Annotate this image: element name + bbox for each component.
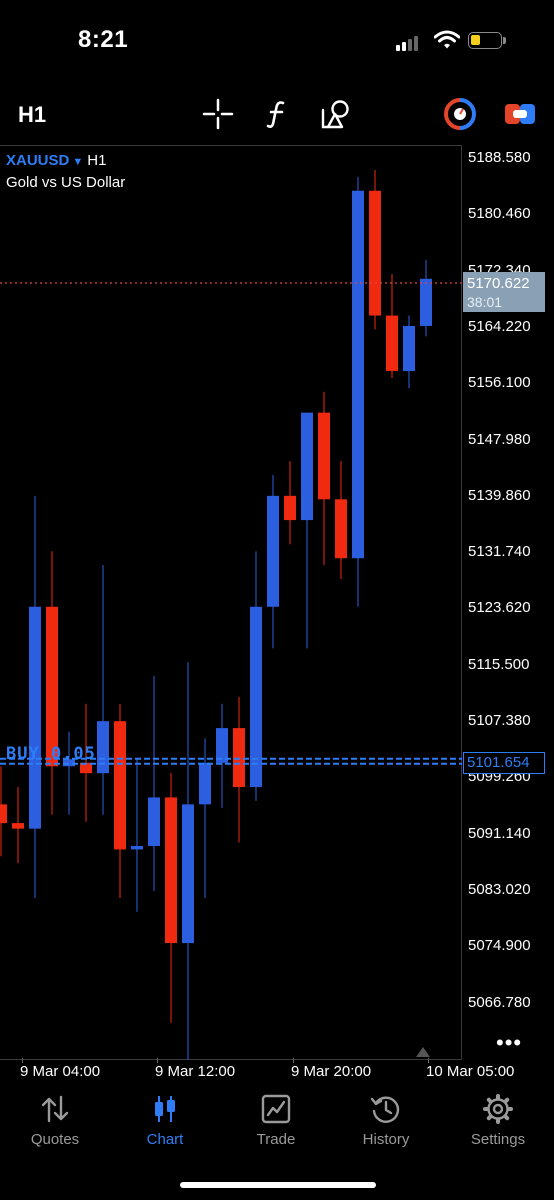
chart-icon bbox=[155, 1096, 175, 1122]
battery-icon bbox=[468, 32, 502, 49]
bull-candle bbox=[403, 325, 415, 372]
trade-toggle-icon[interactable] bbox=[504, 98, 536, 130]
bear-candle bbox=[165, 797, 177, 944]
bull-candle bbox=[301, 412, 313, 521]
quotes-icon bbox=[41, 1095, 69, 1123]
bear-candle bbox=[12, 823, 24, 829]
chart-area[interactable] bbox=[0, 145, 462, 1060]
objects-icon[interactable] bbox=[320, 98, 352, 130]
price-axis-label: 5147.980 bbox=[468, 430, 531, 448]
status-bar: 8:21 bbox=[0, 0, 554, 80]
timeframe-button[interactable]: H1 bbox=[18, 102, 47, 127]
tab-settings[interactable]: Settings bbox=[443, 1093, 553, 1148]
bear-candle bbox=[80, 762, 92, 774]
price-axis-label: 5139.860 bbox=[468, 486, 531, 504]
function-icon[interactable] bbox=[262, 98, 294, 130]
tab-label-settings: Settings bbox=[470, 1131, 526, 1148]
home-indicator bbox=[180, 1182, 376, 1188]
tab-label-quotes: Quotes bbox=[30, 1131, 80, 1148]
bear-candle bbox=[46, 606, 58, 767]
price-axis-label: 5156.100 bbox=[468, 374, 531, 392]
time-axis-label: 10 Mar 05:00 bbox=[426, 1063, 515, 1080]
bull-candle bbox=[131, 845, 143, 850]
bull-candle bbox=[199, 762, 211, 805]
tab-label-history: History bbox=[362, 1131, 410, 1148]
time-axis-label: 9 Mar 20:00 bbox=[291, 1063, 372, 1080]
price-axis-label: 5123.620 bbox=[468, 599, 531, 617]
time-axis-label: 9 Mar 04:00 bbox=[20, 1063, 101, 1080]
position-price-box: 5101.654 bbox=[463, 752, 545, 774]
symbol-description: Gold vs US Dollar bbox=[6, 174, 126, 191]
bear-candle bbox=[335, 499, 347, 559]
price-axis-label: 5131.740 bbox=[468, 543, 531, 561]
crosshair-icon[interactable] bbox=[202, 98, 234, 130]
bull-candle bbox=[148, 797, 160, 846]
tab-quotes[interactable]: Quotes bbox=[0, 1093, 110, 1148]
symbol-header: XAUUSD ▼ H1 bbox=[6, 152, 106, 169]
trade-icon bbox=[261, 1094, 291, 1124]
price-axis-label: 5164.220 bbox=[468, 317, 531, 335]
tab-history[interactable]: History bbox=[331, 1093, 441, 1148]
price-axis-label: 5180.460 bbox=[468, 205, 531, 223]
bear-candle bbox=[114, 721, 126, 850]
tab-trade[interactable]: Trade bbox=[221, 1093, 331, 1148]
price-axis-label: 5115.500 bbox=[468, 655, 530, 673]
symbol-dropdown-icon[interactable]: ▼ bbox=[72, 156, 84, 168]
bear-candle bbox=[369, 190, 381, 316]
history-icon bbox=[370, 1096, 400, 1123]
bear-candle bbox=[386, 315, 398, 372]
accounts-icon[interactable] bbox=[444, 98, 476, 130]
chart-shift-marker bbox=[416, 1047, 430, 1057]
bull-candle bbox=[250, 606, 262, 788]
bull-candle bbox=[420, 278, 432, 326]
time-axis-label: 9 Mar 12:00 bbox=[155, 1063, 236, 1080]
bear-candle bbox=[233, 728, 245, 788]
bear-candle bbox=[318, 412, 330, 500]
cellular-signal-icon bbox=[396, 33, 424, 51]
price-axis-label: 5188.580 bbox=[468, 149, 531, 166]
bottom-tab-bar: Quotes Chart Trade History bbox=[0, 1085, 554, 1165]
status-time: 8:21 bbox=[78, 26, 129, 53]
symbol-name[interactable]: XAUUSD bbox=[6, 152, 70, 169]
chart-toolbar: H1 bbox=[0, 92, 554, 136]
bid-price-box: 5170.622 38:01 bbox=[463, 272, 545, 312]
price-axis-label: 5074.900 bbox=[468, 937, 531, 955]
time-axis-tick bbox=[157, 1058, 158, 1063]
bear-candle bbox=[284, 495, 296, 521]
wifi-icon bbox=[434, 30, 460, 49]
time-axis-tick bbox=[293, 1058, 294, 1063]
bull-candle bbox=[267, 495, 279, 607]
symbol-timeframe: H1 bbox=[87, 152, 107, 169]
price-axis-label: 5107.380 bbox=[468, 712, 531, 729]
bar-timer: 38:01 bbox=[467, 294, 503, 310]
position-label[interactable]: BUY 0.05 bbox=[6, 744, 96, 764]
price-axis-label: 5083.020 bbox=[468, 880, 531, 898]
candlestick-chart[interactable] bbox=[0, 145, 462, 1060]
tab-label-trade: Trade bbox=[256, 1131, 296, 1148]
more-options-icon[interactable]: ••• bbox=[496, 1030, 523, 1055]
bid-price: 5170.622 bbox=[467, 275, 530, 292]
tab-chart[interactable]: Chart bbox=[110, 1093, 220, 1148]
bear-candle bbox=[0, 804, 7, 824]
price-axis-label: 5091.140 bbox=[468, 824, 531, 842]
bull-candle bbox=[182, 804, 194, 944]
bull-candle bbox=[216, 728, 228, 763]
time-axis-tick bbox=[22, 1058, 23, 1063]
price-axis-label: 5066.780 bbox=[468, 993, 531, 1011]
settings-icon bbox=[483, 1094, 513, 1124]
bull-candle bbox=[29, 606, 41, 829]
bull-candle bbox=[97, 721, 109, 774]
tab-label-chart: Chart bbox=[146, 1131, 184, 1148]
bull-candle bbox=[352, 190, 364, 559]
time-axis-tick bbox=[428, 1058, 429, 1063]
